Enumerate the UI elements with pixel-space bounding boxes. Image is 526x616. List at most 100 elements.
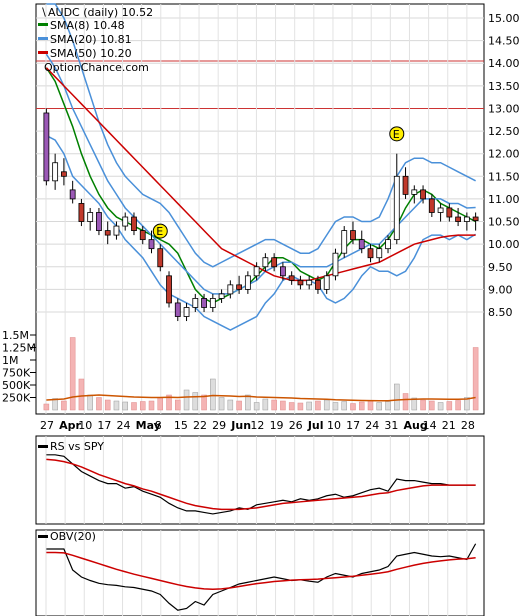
candle-body [428, 198, 435, 213]
x-tick-label: 28 [461, 419, 475, 432]
volume-bar [350, 403, 356, 411]
earnings-marker-label: E [393, 128, 400, 141]
candle-body [446, 207, 453, 218]
earnings-marker-label: E [156, 225, 163, 238]
x-tick-label: Jun [230, 419, 251, 432]
x-tick-label: Jul [307, 419, 324, 432]
volume-bar [122, 401, 128, 411]
volume-bar [192, 392, 199, 411]
candle-body [166, 275, 172, 304]
earnings-marker [389, 126, 405, 142]
candle-body [131, 216, 137, 231]
x-tick-label: 29 [212, 419, 226, 432]
price-y-tick: 12.00 [488, 148, 520, 161]
candle-body [402, 175, 409, 195]
volume-bar [96, 397, 102, 411]
obv-legend: OBV(20) [38, 530, 96, 543]
candle-body [288, 275, 295, 281]
x-tick-label: Aug [403, 419, 427, 432]
price-legend: ∖ AUDC (daily) 10.52 SMA(8) 10.48 SMA(20… [38, 6, 153, 74]
candle-body [262, 257, 269, 268]
volume-bar [385, 401, 391, 411]
x-tick-label: 15 [174, 419, 188, 432]
volume-y-tick: 1M [2, 354, 19, 367]
x-tick-label: 8 [155, 419, 162, 432]
candle-body [43, 112, 50, 182]
price-y-tick: 11.00 [488, 193, 520, 206]
candle-body [420, 189, 426, 200]
volume-bar [227, 399, 234, 411]
candle-body [279, 266, 286, 277]
candle-body [78, 203, 85, 222]
volume-bar [157, 397, 164, 411]
candle-body [367, 248, 374, 259]
volume-y-tick: 1.5M [2, 329, 29, 342]
candle-body [69, 189, 76, 200]
volume-bar [472, 347, 479, 411]
rs-line-1 [46, 458, 476, 511]
candle-body [297, 279, 304, 286]
legend-swatch-sma50 [38, 51, 48, 54]
volume-bar [420, 399, 426, 411]
candle-body [411, 189, 418, 195]
obv-legend-swatch [38, 535, 48, 538]
volume-bar [446, 401, 453, 411]
volume-bar [245, 394, 251, 411]
volume-bar [297, 402, 304, 411]
volume-y-tick: 250K [2, 392, 31, 405]
volume-bar [61, 400, 67, 411]
volume-bar [104, 399, 111, 411]
price-y-tick: 12.50 [488, 125, 520, 138]
obv-line-0 [46, 543, 477, 611]
chart-title: AUDC (daily) 10.52 [48, 6, 153, 19]
legend-swatch-sma8 [38, 23, 48, 26]
volume-bar [402, 393, 409, 411]
candle-body [183, 307, 190, 317]
volume-bar [210, 378, 216, 411]
rs-line-0 [46, 454, 476, 515]
volume-bar [139, 401, 146, 411]
candle-body [271, 257, 278, 268]
volume-bar [52, 398, 58, 411]
volume-bar [367, 400, 374, 411]
volume-bar [437, 402, 444, 411]
obv-legend-label: OBV(20) [50, 530, 96, 543]
volume-bar [69, 337, 76, 411]
volume-bar [175, 399, 181, 411]
candle-body [253, 266, 260, 277]
price-y-tick: 13.00 [488, 102, 520, 115]
rs-legend: RS vs SPY [38, 440, 104, 453]
candle-body [174, 302, 181, 317]
volume-bar [332, 402, 339, 411]
price-y-tick: 13.50 [488, 80, 520, 93]
x-tick-label: 19 [270, 419, 284, 432]
volume-bar [166, 394, 172, 411]
x-tick-label: 21 [442, 419, 456, 432]
x-tick-label: 24 [117, 419, 131, 432]
candle-body [139, 230, 146, 241]
volume-bar [323, 399, 330, 411]
candle-body [201, 298, 207, 308]
x-tick-label: 27 [40, 419, 54, 432]
sma-line-1 [45, 53, 476, 295]
price-y-tick: 9.00 [488, 283, 513, 296]
volume-bar [376, 402, 383, 411]
candle-body [104, 230, 111, 236]
volume-bar [253, 402, 260, 411]
price-y-tick: 9.50 [488, 261, 513, 274]
candle-body [52, 162, 59, 182]
candle-body [350, 230, 356, 241]
volume-y-tick: 500K [2, 379, 31, 392]
volume-ma-line [46, 394, 476, 402]
candle-body [122, 216, 129, 227]
sma-line-2 [45, 67, 476, 282]
candle-body [192, 298, 199, 308]
candle-body [315, 279, 321, 290]
volume-bar [280, 400, 286, 411]
candle-body [376, 248, 383, 259]
volume-y-tick: 1.25M [2, 342, 36, 355]
x-tick-label: Apr [59, 419, 81, 432]
candle-body [306, 279, 313, 286]
x-tick-label: 22 [193, 419, 207, 432]
volume-bar [78, 378, 85, 411]
